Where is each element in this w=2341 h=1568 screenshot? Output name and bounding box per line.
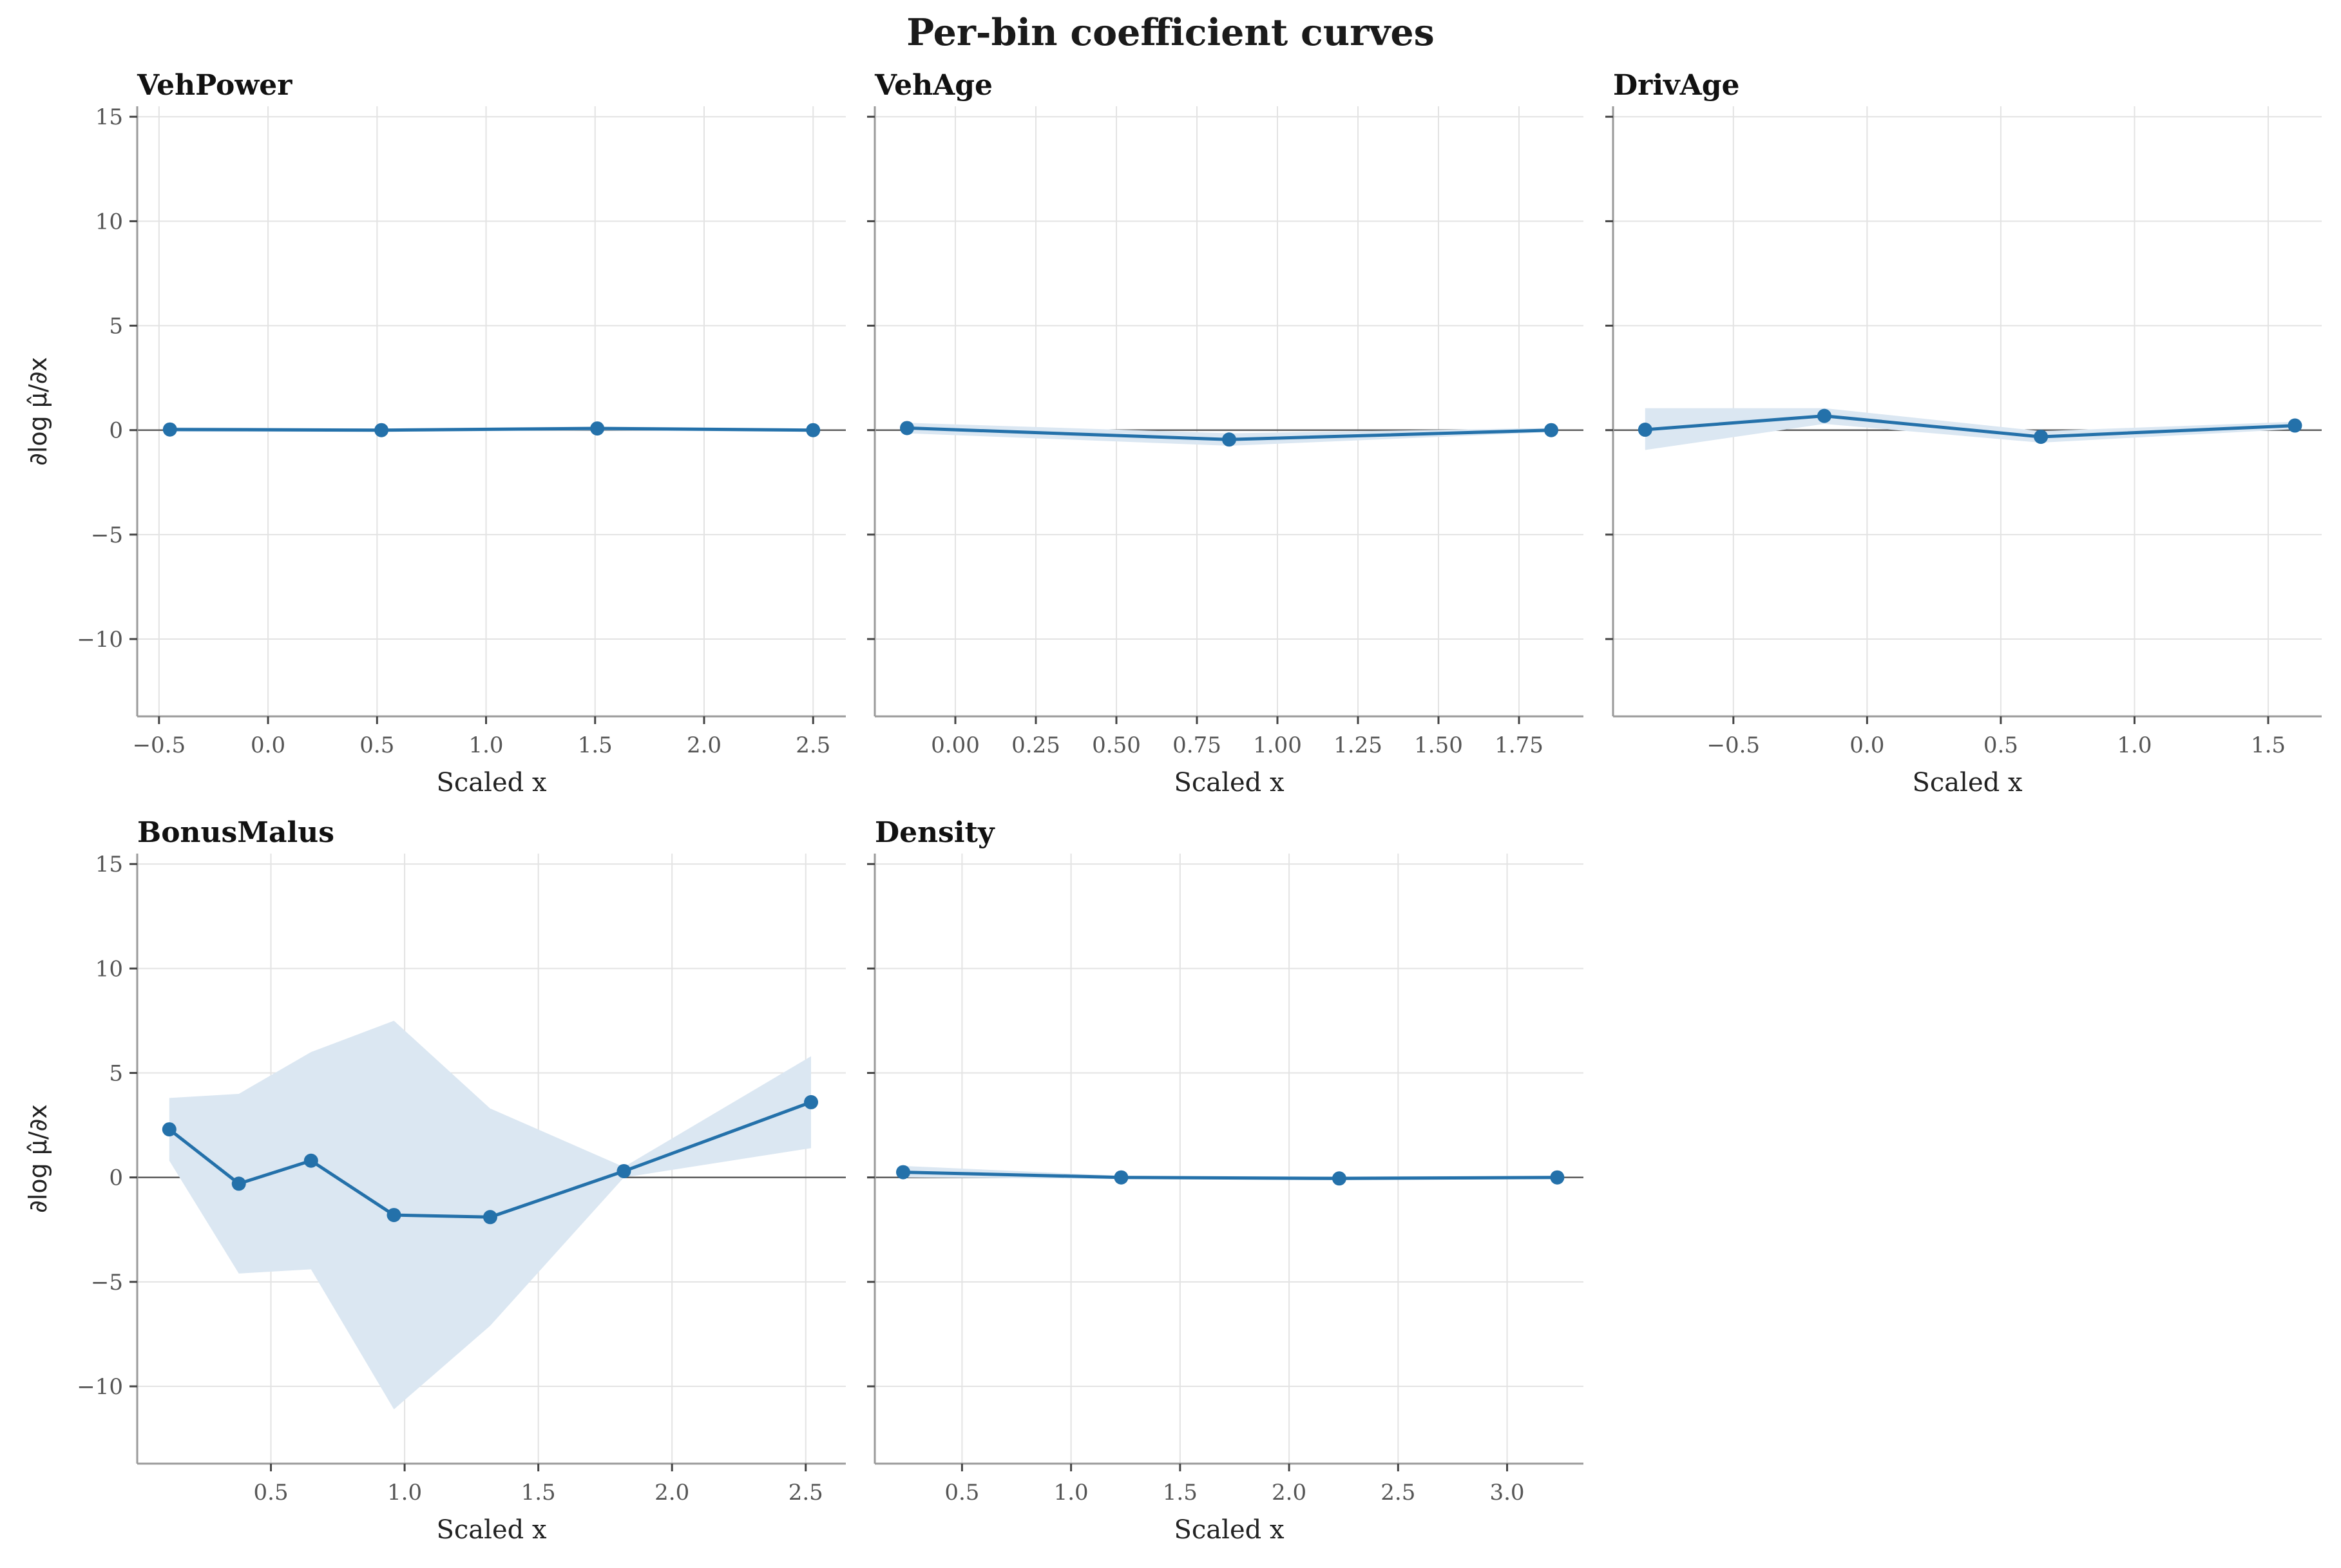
data-point bbox=[806, 423, 821, 437]
data-point bbox=[900, 421, 914, 435]
data-point bbox=[387, 1208, 401, 1223]
y-tick-label: 10 bbox=[95, 956, 123, 982]
x-tick-label: 0.25 bbox=[1011, 732, 1060, 758]
panel-title: DrivAge bbox=[1613, 69, 1740, 102]
x-tick-label: 3.0 bbox=[1489, 1480, 1524, 1506]
x-tick-label: 1.5 bbox=[1163, 1480, 1198, 1506]
data-point bbox=[162, 1122, 177, 1137]
panel-title: VehAge bbox=[874, 69, 993, 102]
y-axis-label: ∂log μ̂/∂x bbox=[24, 357, 52, 466]
x-axis-label: Scaled x bbox=[437, 768, 547, 798]
x-tick-label: 2.0 bbox=[687, 732, 721, 758]
x-tick-label: 2.5 bbox=[1381, 1480, 1415, 1506]
x-tick-label: 0.0 bbox=[1849, 732, 1884, 758]
y-tick-label: −5 bbox=[91, 522, 123, 548]
panel-bonusmalus: −10 −5 0 5 10 15 0.5 1.0 1.5 2.0 2.5 BonusMalus Scal… bbox=[24, 816, 846, 1545]
y-axis-label: ∂log μ̂/∂x bbox=[24, 1104, 52, 1213]
panel-title: Density bbox=[875, 816, 995, 849]
x-tick-label: 0.5 bbox=[254, 1480, 289, 1506]
data-point bbox=[1550, 1170, 1565, 1185]
x-tick-label: −0.5 bbox=[133, 732, 186, 758]
x-tick-label: 1.5 bbox=[2251, 732, 2286, 758]
data-point bbox=[231, 1176, 246, 1191]
panel-density: 0.5 1.0 1.5 2.0 2.5 3.0 Density Scaled x bbox=[867, 816, 1583, 1545]
x-axis-label: Scaled x bbox=[437, 1515, 547, 1545]
data-point bbox=[483, 1210, 497, 1225]
x-tick-label: 0.5 bbox=[359, 732, 394, 758]
y-tick-label: −10 bbox=[77, 1374, 123, 1400]
x-tick-label: 1.75 bbox=[1495, 732, 1543, 758]
panel-vehage: 0.00 0.25 0.50 0.75 1.00 1.25 1.50 1.75 VehAge Sc… bbox=[867, 69, 1583, 798]
y-tick-label: 5 bbox=[109, 1061, 123, 1087]
y-tick-label: 0 bbox=[109, 418, 123, 444]
y-tick-label: 10 bbox=[95, 209, 123, 234]
y-tick-label: 5 bbox=[109, 314, 123, 339]
y-tick-label: 0 bbox=[109, 1165, 123, 1191]
series-line bbox=[1645, 414, 2295, 439]
x-tick-label: 0.5 bbox=[1983, 732, 2018, 758]
x-tick-label: 2.5 bbox=[788, 1480, 823, 1506]
x-axis-label: Scaled x bbox=[1913, 768, 2023, 798]
data-point bbox=[162, 422, 177, 437]
data-point bbox=[616, 1163, 631, 1178]
panel-title: BonusMalus bbox=[137, 816, 334, 849]
x-tick-label: −0.5 bbox=[1707, 732, 1761, 758]
data-point bbox=[1638, 423, 1652, 437]
data-point bbox=[2034, 430, 2049, 445]
data-point bbox=[303, 1153, 318, 1168]
x-tick-label: 0.75 bbox=[1172, 732, 1221, 758]
data-point bbox=[1544, 423, 1558, 437]
x-tick-label: 1.5 bbox=[578, 732, 613, 758]
x-axis-label: Scaled x bbox=[1174, 1515, 1285, 1545]
x-tick-label: 1.0 bbox=[2117, 732, 2152, 758]
figure-title: Per-bin coefficient curves bbox=[906, 11, 1434, 54]
y-tick-label: 15 bbox=[95, 104, 123, 130]
x-tick-label: 0.00 bbox=[931, 732, 980, 758]
data-point bbox=[1222, 432, 1236, 447]
x-tick-label: 1.00 bbox=[1253, 732, 1302, 758]
data-point bbox=[2288, 418, 2302, 433]
y-tick-label: −10 bbox=[77, 627, 123, 653]
x-tick-label: 1.50 bbox=[1414, 732, 1463, 758]
panel-drivage: −0.5 0.0 0.5 1.0 1.5 DrivAge Scaled x bbox=[1605, 69, 2322, 798]
data-point bbox=[1817, 408, 1831, 423]
data-point bbox=[896, 1165, 910, 1180]
panel-title: VehPower bbox=[137, 69, 292, 102]
y-tick-label: 15 bbox=[95, 852, 123, 877]
series-line bbox=[169, 426, 814, 432]
x-tick-label: 1.5 bbox=[521, 1480, 556, 1506]
x-tick-label: 0.0 bbox=[251, 732, 285, 758]
data-point bbox=[590, 421, 605, 436]
data-point bbox=[1332, 1171, 1346, 1186]
data-point bbox=[1114, 1170, 1129, 1185]
x-tick-label: 2.5 bbox=[796, 732, 830, 758]
x-tick-label: 2.0 bbox=[1272, 1480, 1306, 1506]
x-tick-label: 2.0 bbox=[655, 1480, 689, 1506]
x-tick-label: 0.50 bbox=[1092, 732, 1141, 758]
panels: −10 −5 0 5 10 15 −0.5 0.0 0.5 1.0 1.5 2.0 2.5 VehPowe… bbox=[24, 69, 2322, 1545]
panel-vehpower: −10 −5 0 5 10 15 −0.5 0.0 0.5 1.0 1.5 2.0 2.5 VehPowe… bbox=[24, 69, 846, 798]
series-line bbox=[903, 1171, 1558, 1180]
x-tick-label: 1.25 bbox=[1333, 732, 1382, 758]
x-axis-label: Scaled x bbox=[1174, 768, 1285, 798]
x-tick-label: 0.5 bbox=[944, 1480, 979, 1506]
x-tick-label: 1.0 bbox=[387, 1480, 422, 1506]
data-point bbox=[374, 423, 389, 437]
x-tick-label: 1.0 bbox=[468, 732, 503, 758]
data-point bbox=[804, 1095, 819, 1109]
y-tick-label: −5 bbox=[91, 1270, 123, 1296]
x-tick-label: 1.0 bbox=[1054, 1480, 1089, 1506]
